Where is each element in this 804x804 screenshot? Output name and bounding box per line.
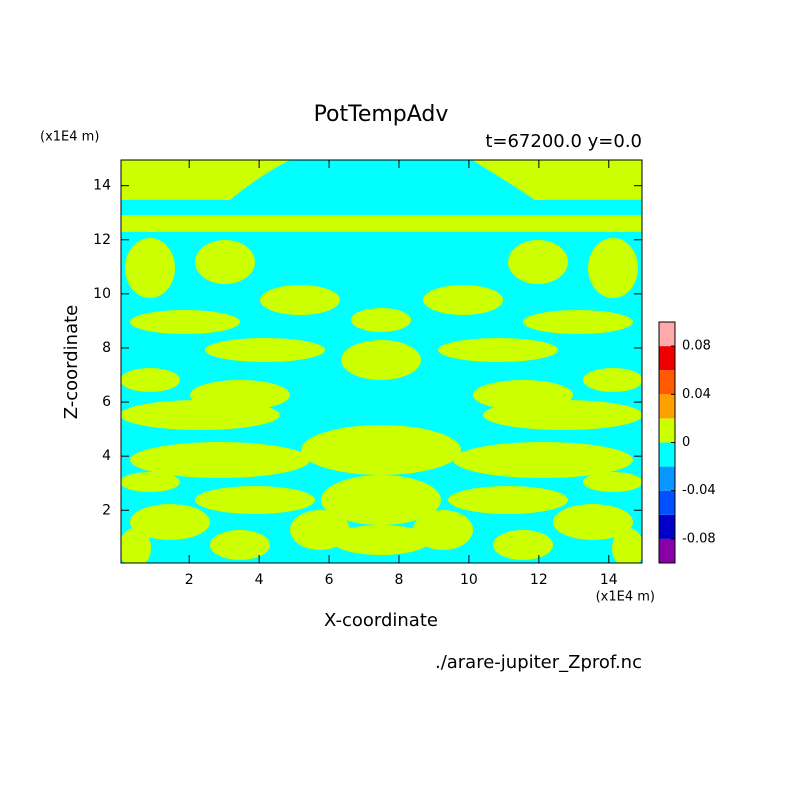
x-tick-label: 14 [600,572,618,588]
source-file: ./arare-jupiter_Zprof.nc [435,652,642,673]
x-axis-label: X-coordinate [324,610,438,631]
colorbar-tick-label: 0.08 [682,339,711,354]
y-tick-label: 10 [93,286,111,302]
colorbar-band [659,466,675,491]
x-tick-label: 10 [460,572,478,588]
colorbar-band [659,418,675,443]
y-tick-label: 14 [93,178,111,194]
y-tick-label: 12 [93,232,111,248]
y-tick-label: 8 [102,340,111,356]
colorbar-tick-label: -0.04 [682,483,716,498]
x-tick-label: 6 [325,572,334,588]
x-tick-label: 2 [185,572,194,588]
colorbar-band [659,538,675,563]
colorbar-band [659,370,675,395]
y-tick-label: 6 [102,394,111,410]
x-tick-label: 8 [395,572,404,588]
colorbar-band [659,514,675,539]
plot-frame [120,159,643,564]
colorbar-tick-label: 0.04 [682,387,711,402]
x-unit: (x1E4 m) [596,590,655,605]
x-tick-label: 12 [530,572,548,588]
colorbar-band [659,346,675,371]
colorbar-band [659,490,675,515]
chart-title: PotTempAdv [314,102,449,127]
contour-field [121,160,642,563]
colorbar-tick-label: -0.08 [682,531,716,546]
y-tick-label: 2 [102,502,111,518]
chart-subtitle: t=67200.0 y=0.0 [485,131,642,152]
x-tick-label: 4 [255,572,264,588]
colorbar-band [659,442,675,467]
y-tick-label: 4 [102,448,111,464]
colorbar-band [659,394,675,419]
y-axis-label: Z-coordinate [61,305,82,420]
colorbar-tick-label: 0 [682,435,690,450]
colorbar-band [659,322,675,347]
y-unit: (x1E4 m) [40,130,99,145]
